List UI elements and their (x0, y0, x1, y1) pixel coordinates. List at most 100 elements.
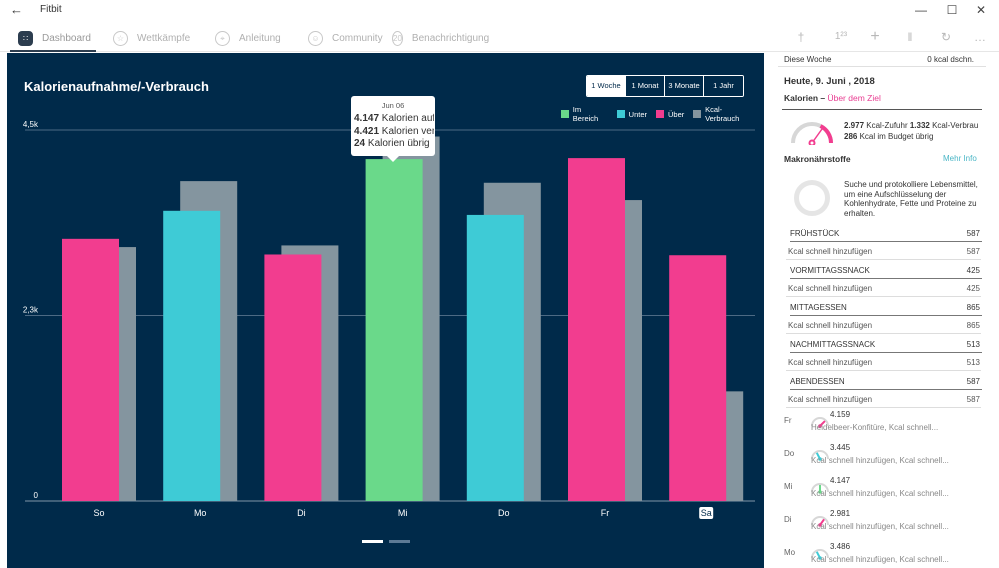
barcode-icon[interactable]: ‖ (907, 30, 913, 44)
y-tick-label: 0 (34, 491, 39, 500)
legend-swatch (561, 110, 569, 118)
nav-dashboard[interactable]: ∷ Dashboard (18, 28, 91, 48)
range-1-month[interactable]: 1 Monat (626, 76, 665, 96)
budget-value: 286 (844, 132, 858, 141)
meal-name: VORMITTAGSSNACK (790, 266, 870, 275)
current-date: Heute, 9. Juni , 2018 (784, 76, 875, 87)
meal-entry[interactable]: Kcal schnell hinzufügen 513 (788, 358, 980, 367)
meal-entry[interactable]: Kcal schnell hinzufügen 865 (788, 321, 980, 330)
divider (778, 66, 986, 67)
divider (786, 370, 981, 371)
people-icon: ☺ (308, 30, 323, 46)
tooltip-value: 24 (354, 138, 366, 149)
calories-heading: Kalorien – Über dem Ziel (784, 93, 881, 103)
nav-community[interactable]: ☺ Community (308, 28, 383, 48)
more-info-link[interactable]: Mehr Info (943, 154, 977, 163)
minimize-button[interactable]: — (915, 3, 927, 17)
legend-label: Kcal-Verbrauch (705, 105, 740, 123)
intake-bar[interactable] (365, 159, 423, 501)
legend-swatch (616, 110, 625, 118)
range-selector: 1 Woche 1 Monat 3 Monate 1 Jahr (586, 75, 744, 97)
day-history-item[interactable]: Fr 4.159 Heidelbeer-Konfitüre, Kcal schn… (784, 410, 984, 441)
x-tick-label[interactable]: Mi (398, 508, 408, 518)
mini-gauge-icon (811, 516, 829, 527)
intake-bar[interactable] (669, 255, 727, 501)
tooltip-text: Kalorien übrig (365, 138, 430, 149)
app-title: Fitbit (40, 4, 62, 15)
meal-entry[interactable]: Kcal schnell hinzufügen 425 (788, 284, 980, 293)
intake-bar[interactable] (568, 158, 625, 501)
intake-bar[interactable] (466, 214, 524, 501)
chart-title: Kalorienaufnahme/-Verbrauch (24, 79, 209, 94)
x-tick-label[interactable]: Do (498, 508, 510, 518)
more-icon[interactable]: … (974, 30, 986, 44)
week-value: 0 kcal dschn. (927, 55, 974, 64)
arrow-left-icon[interactable]: ← (10, 2, 23, 17)
bell-icon: 20 (392, 30, 403, 46)
day-history-item[interactable]: Mi 4.147 Kcal schnell hinzufügen, Kcal s… (784, 476, 984, 507)
x-tick-label[interactable]: Mo (194, 508, 207, 518)
day-history-item[interactable]: Mo 3.486 Kcal schnell hinzufügen, Kcal s… (784, 542, 984, 568)
meal-entry-value: 425 (966, 284, 980, 293)
intake-bar[interactable] (264, 254, 322, 501)
dashboard-icon: ∷ (18, 30, 33, 46)
range-1-week[interactable]: 1 Woche (587, 76, 626, 96)
legend-item: Unter (616, 105, 647, 123)
x-tick-label[interactable]: So (93, 508, 104, 518)
x-tick-label[interactable]: Fr (601, 508, 610, 518)
meal-entry[interactable]: Kcal schnell hinzufügen 587 (788, 247, 980, 256)
nav-benachrichtigungen[interactable]: 20 Benachrichtigungen (392, 28, 489, 48)
divider (790, 352, 982, 353)
day-history-item[interactable]: Di 2.981 Kcal schnell hinzufügen, Kcal s… (784, 509, 984, 540)
nav-label: Anleitung (239, 32, 281, 44)
close-button[interactable]: ✕ (975, 3, 987, 17)
day-description: Kcal schnell hinzufügen, Kcal schnell... (811, 489, 949, 498)
meal-header[interactable]: FRÜHSTÜCK 587 (790, 229, 980, 238)
meal-header[interactable]: NACHMITTAGSSNACK 513 (790, 340, 980, 349)
mini-gauge-icon (811, 417, 829, 428)
meal-header[interactable]: VORMITTAGSSNACK 425 (790, 266, 980, 275)
meal-entry-label: Kcal schnell hinzufügen (788, 247, 873, 256)
title-bar: ← Fitbit — ☐ ✕ (0, 0, 999, 20)
meal-total: 587 (966, 229, 980, 238)
divider (790, 278, 982, 279)
maximize-button[interactable]: ☐ (946, 3, 958, 17)
calorie-chart[interactable]: 0 2,3k 4,5k So Mo Di Mi Do Fr Sa (7, 53, 764, 568)
nav-anleitung[interactable]: ⌖ Anleitung (215, 28, 281, 48)
x-tick-label[interactable]: Sa (701, 508, 712, 518)
calorie-chart-panel: 0 2,3k 4,5k So Mo Di Mi Do Fr Sa Kalorienaufnahme… (7, 53, 764, 568)
numbers-icon[interactable]: 1²³ (834, 31, 848, 42)
day-name: Mi (784, 482, 793, 491)
day-name: Di (784, 515, 792, 524)
tooltip-value: 4.421 (354, 126, 380, 137)
meal-header[interactable]: ABENDESSEN 587 (790, 377, 980, 386)
add-icon[interactable]: + (870, 28, 880, 45)
range-1-year[interactable]: 1 Jahr (704, 76, 743, 96)
meal-name: ABENDESSEN (790, 377, 845, 386)
week-label: Diese Woche (784, 55, 832, 64)
tooltip-line: 24 Kalorien übrig (354, 138, 434, 149)
meal-entry[interactable]: Kcal schnell hinzufügen 587 (788, 395, 980, 404)
x-tick-label[interactable]: Di (297, 508, 306, 518)
compass-icon: ⌖ (215, 30, 230, 46)
burn-value: 1.332 (909, 121, 930, 130)
nav-wettkaempfe[interactable]: ☆ Wettkämpfe (113, 28, 190, 48)
pager-dot[interactable] (362, 540, 383, 543)
calories-status: Über dem Ziel (827, 93, 881, 103)
calorie-gauge-icon (791, 122, 833, 145)
day-description: Kcal schnell hinzufügen, Kcal schnell... (811, 555, 949, 564)
meal-header[interactable]: MITTAGESSEN 865 (790, 303, 980, 312)
meal-name: FRÜHSTÜCK (790, 229, 840, 238)
range-3-months[interactable]: 3 Monate (665, 76, 704, 96)
intake-bar[interactable] (163, 210, 221, 501)
day-history-item[interactable]: Do 3.445 Kcal schnell hinzufügen, Kcal s… (784, 443, 984, 474)
pin-icon[interactable]: † (797, 30, 805, 44)
divider (786, 407, 981, 408)
sync-icon[interactable]: ↻ (940, 30, 952, 44)
legend-item: Über (656, 105, 684, 123)
day-value: 4.147 (830, 476, 851, 485)
intake-bar[interactable] (62, 238, 119, 501)
pager-dot[interactable] (389, 540, 410, 543)
day-value: 2.981 (830, 509, 851, 518)
week-summary: Diese Woche 0 kcal dschn. (784, 55, 974, 64)
